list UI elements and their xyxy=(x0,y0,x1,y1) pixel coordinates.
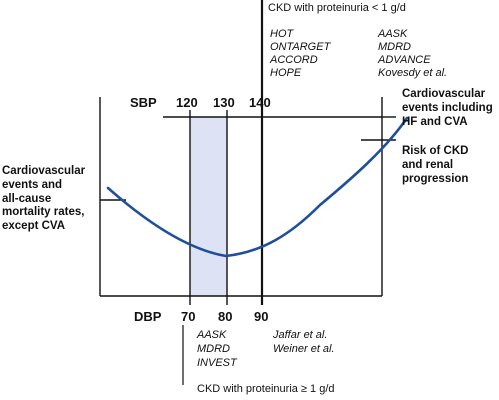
bottom-study-weiner: Weiner et al. xyxy=(273,343,335,355)
top-box-title: CKD with proteinuria < 1 g/d xyxy=(268,2,406,14)
top-study-hope: HOPE xyxy=(270,67,302,79)
top-study-kovesdy: Kovesdy et al. xyxy=(378,67,448,79)
right-top-annotation: Cardiovascular events including HF and C… xyxy=(402,88,493,129)
right-top-annotation-line-2: events including xyxy=(402,101,493,114)
dbp-tick-label-90: 90 xyxy=(254,309,269,324)
bottom-study-mdrd: MDRD xyxy=(197,343,230,355)
left-annotation-line-5: except CVA xyxy=(2,220,66,233)
bottom-study-invest: INVEST xyxy=(197,357,237,369)
j-curve xyxy=(106,116,409,258)
left-annotation: Cardiovascular events and all-cause mort… xyxy=(2,165,85,234)
right-bottom-annotation-line-1: Risk of CKD xyxy=(402,145,469,157)
top-study-accord: ACCORD xyxy=(270,54,318,66)
target-range-band xyxy=(190,117,227,296)
dbp-tick-label-70: 70 xyxy=(181,309,196,324)
top-study-hot: HOT xyxy=(270,28,294,40)
sbp-tick-label-130: 130 xyxy=(213,95,235,110)
sbp-axis-label: SBP xyxy=(130,95,157,110)
right-top-annotation-line-3: HF and CVA xyxy=(402,115,468,128)
sbp-tick-label-140: 140 xyxy=(249,95,271,110)
right-bottom-annotation-line-3: progression xyxy=(402,172,469,185)
right-top-annotation-line-1: Cardiovascular xyxy=(402,88,486,100)
top-study-mdrd: MDRD xyxy=(378,41,411,53)
left-annotation-line-1: Cardiovascular xyxy=(2,165,86,177)
dbp-tick-label-80: 80 xyxy=(218,309,233,324)
right-bottom-annotation-line-2: and renal xyxy=(402,158,454,171)
left-annotation-line-4: mortality rates, xyxy=(2,206,85,219)
sbp-tick-label-120: 120 xyxy=(176,95,198,110)
left-annotation-line-3: all-cause xyxy=(2,192,52,205)
top-study-aask: AASK xyxy=(378,28,408,40)
right-bottom-annotation: Risk of CKD and renal progression xyxy=(402,145,468,186)
bottom-study-jaffar: Jaffar et al. xyxy=(273,329,328,341)
dbp-axis-label: DBP xyxy=(134,309,162,324)
top-study-ontarget: ONTARGET xyxy=(270,41,331,53)
top-study-advance: ADVANCE xyxy=(378,54,431,66)
left-annotation-line-2: events and xyxy=(2,178,63,191)
bottom-box-title: CKD with proteinuria ≥ 1 g/d xyxy=(197,383,335,395)
bottom-study-aask: AASK xyxy=(197,329,227,341)
